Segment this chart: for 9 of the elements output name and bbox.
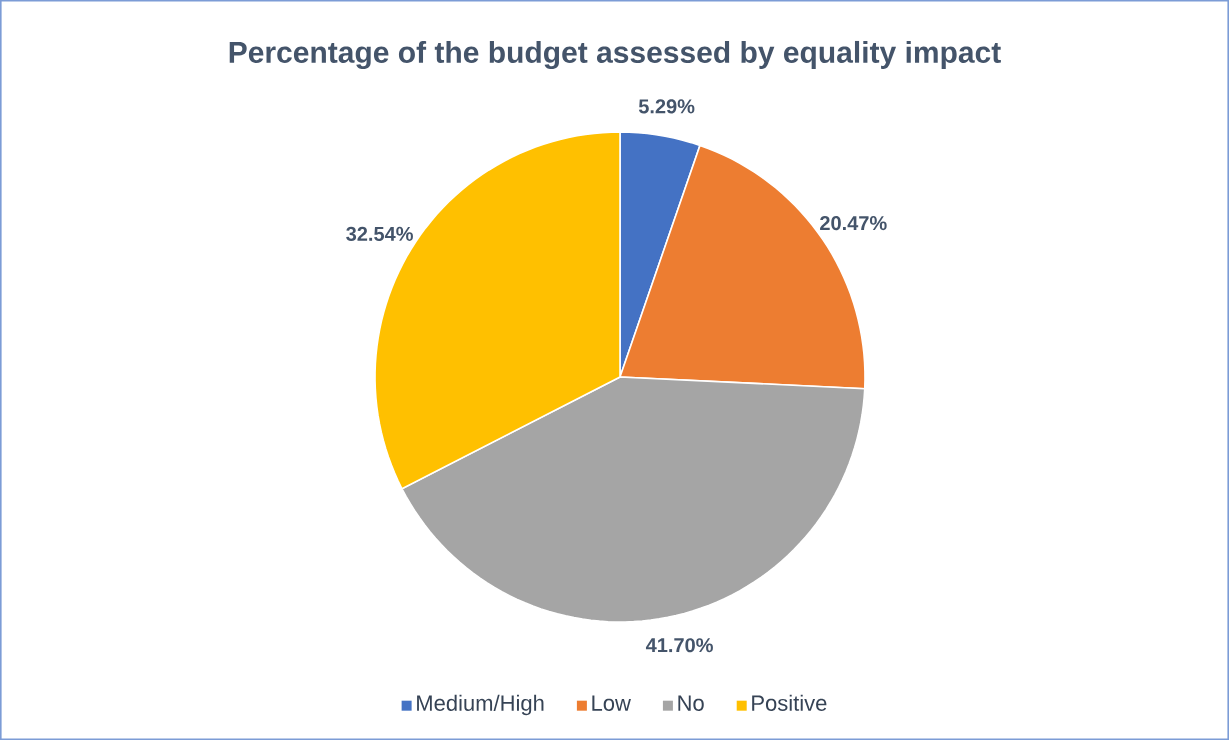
- legend-label: Medium/High: [417, 694, 544, 716]
- legend-label: Positive: [752, 694, 827, 711]
- data-label: 41.70%: [645, 638, 713, 653]
- chart-title: Percentage of the budget assessed by equality impact: [229, 40, 1001, 70]
- data-label: 32.54%: [346, 226, 413, 242]
- data-label: 5.29%: [638, 99, 695, 114]
- data-label: 20.47%: [820, 216, 887, 231]
- legend-label: No: [678, 695, 704, 711]
- legend-label: Low: [592, 695, 631, 711]
